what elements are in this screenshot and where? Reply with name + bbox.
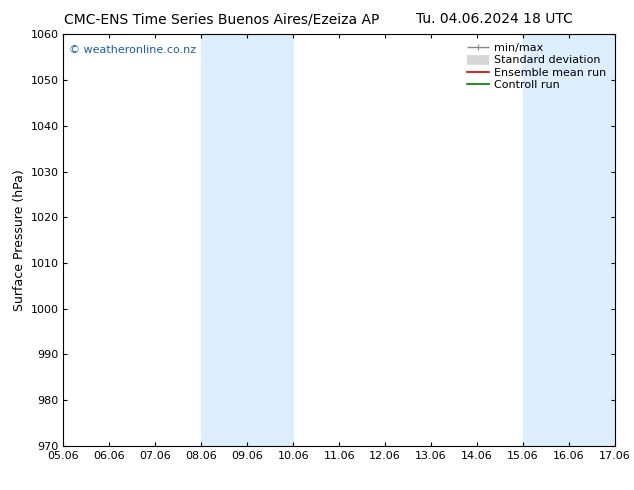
- Bar: [247, 34, 293, 446]
- Text: Tu. 04.06.2024 18 UTC: Tu. 04.06.2024 18 UTC: [416, 12, 573, 26]
- Y-axis label: Surface Pressure (hPa): Surface Pressure (hPa): [13, 169, 26, 311]
- Bar: [569, 34, 615, 446]
- Legend: min/max, Standard deviation, Ensemble mean run, Controll run: min/max, Standard deviation, Ensemble me…: [464, 40, 609, 93]
- Bar: [523, 34, 569, 446]
- Text: © weatheronline.co.nz: © weatheronline.co.nz: [69, 45, 196, 54]
- Text: CMC-ENS Time Series Buenos Aires/Ezeiza AP: CMC-ENS Time Series Buenos Aires/Ezeiza …: [64, 12, 380, 26]
- Bar: [202, 34, 247, 446]
